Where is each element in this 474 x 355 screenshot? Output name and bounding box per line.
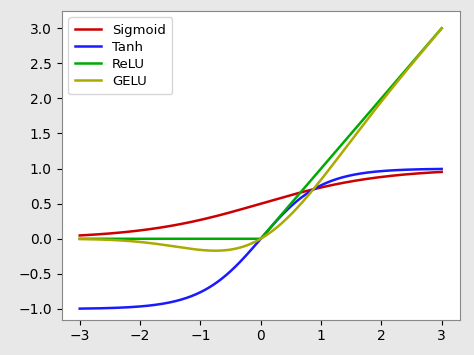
GELU [77,237,82,241]
Sigmoid [439,170,445,174]
GELU [293,207,299,212]
GELU [374,105,380,109]
Sigmoid [251,203,256,208]
GELU [273,226,279,230]
Line: GELU: GELU [80,28,442,251]
GELU [249,241,255,245]
Tanh [77,306,82,311]
Line: Sigmoid: Sigmoid [80,172,442,235]
Tanh [249,247,255,251]
ReLU [374,102,379,106]
Legend: Sigmoid, Tanh, ReLU, GELU: Sigmoid, Tanh, ReLU, GELU [68,17,172,94]
Sigmoid [249,204,255,208]
Sigmoid [77,233,82,237]
Tanh [430,167,436,171]
ReLU [273,219,278,224]
Sigmoid [430,170,436,175]
GELU [439,26,445,31]
Line: Tanh: Tanh [80,169,442,308]
Sigmoid [292,192,298,196]
Tanh [374,169,379,174]
ReLU [251,237,256,241]
Sigmoid [374,175,379,180]
GELU [252,240,257,244]
ReLU [292,197,298,201]
ReLU [430,36,436,40]
Sigmoid [273,197,278,202]
ReLU [77,237,82,241]
GELU [431,36,437,40]
ReLU [439,26,445,30]
Tanh [251,245,256,249]
Tanh [292,201,298,205]
GELU [212,248,218,253]
Tanh [273,220,278,224]
Line: ReLU: ReLU [80,28,442,239]
Tanh [439,167,445,171]
ReLU [249,237,255,241]
